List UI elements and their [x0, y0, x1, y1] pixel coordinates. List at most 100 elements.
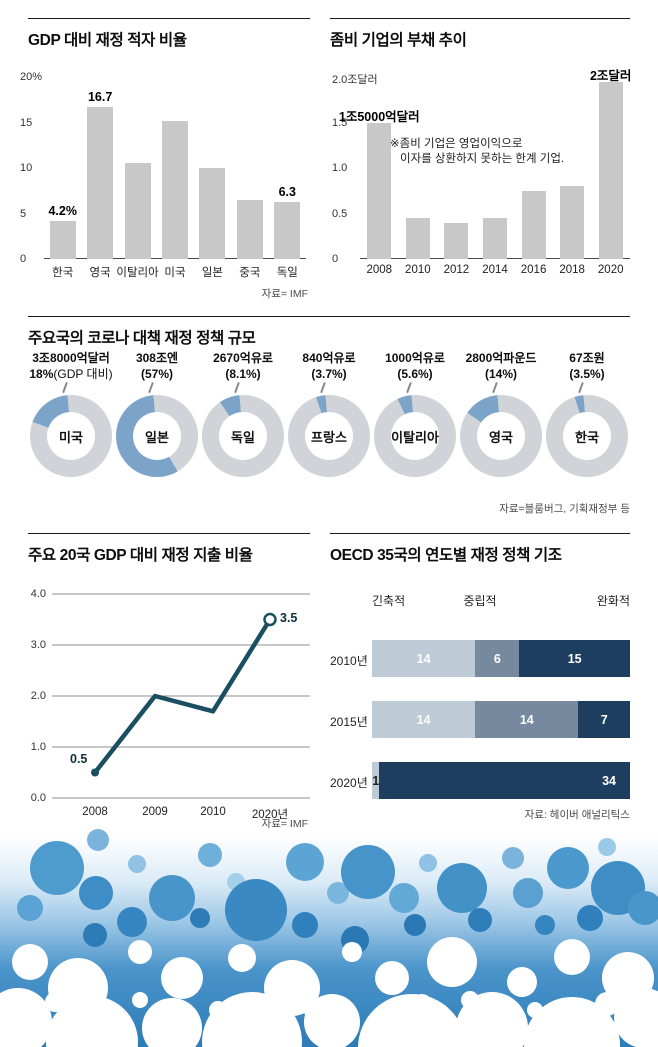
bubble: [404, 914, 426, 936]
x-axis-label: 2020년: [251, 809, 289, 821]
donut-chart-영국: 영국: [460, 395, 542, 477]
y-axis-tick: 0: [20, 253, 27, 265]
legend-완화적: 완화적: [596, 594, 630, 608]
bubble: [327, 882, 349, 904]
source-label: 자료: 헤이버 애널리틱스: [524, 809, 630, 821]
bubble: [225, 879, 287, 941]
x-axis-label: 2008: [82, 806, 108, 818]
segment-완화적: 15: [519, 640, 630, 677]
callout-pointer-line: [234, 382, 240, 393]
donut-pct-value: (14%): [484, 366, 517, 381]
bubble: [286, 843, 324, 881]
bubble: [12, 944, 48, 980]
bubble: [595, 992, 619, 1016]
segment-value: 6: [493, 651, 501, 666]
segment-value: 14: [416, 712, 431, 727]
note-line-2: 이자를 상환하지 못하는 한계 기업.: [400, 153, 565, 166]
donut-callout-label: 3조8000억달러 18%(GDP 대비): [8, 351, 134, 382]
donut-chart-미국: 미국: [30, 395, 112, 477]
bubble: [437, 863, 487, 913]
y-axis-tick: 4.0: [30, 588, 46, 600]
donut-country-label: 미국: [59, 429, 83, 445]
stacked-bar-row-2010년: 14 6 15: [372, 640, 630, 677]
bar-중국: [236, 199, 263, 259]
bubble: [132, 992, 148, 1008]
y-axis-tick: 2.0조달러: [332, 74, 378, 86]
donut-pct-label: (5.6%): [352, 367, 478, 383]
callout-pointer-line: [406, 382, 412, 393]
row-label-2010년: 2010년: [330, 654, 368, 668]
donut-pct-label: 18%(GDP 대비): [8, 367, 134, 383]
chart-title-spending: 주요 20국 GDP 대비 재정 지출 비율: [28, 547, 253, 564]
segment-긴축적: 14: [372, 701, 476, 738]
donut-chart-독일: 독일: [202, 395, 284, 477]
bubble: [128, 940, 152, 964]
y-axis-tick: 15: [20, 116, 33, 129]
bubble: [554, 939, 590, 975]
y-axis-tick: 3.0: [30, 639, 46, 651]
category-label: 2018: [559, 264, 585, 276]
bubble: [117, 907, 147, 937]
segment-완화적: 34: [379, 762, 630, 799]
bubble: [142, 998, 202, 1047]
chart-title-gdp-deficit: GDP 대비 재정 적자 비율: [28, 32, 187, 49]
donut-cell-일본: 308조엔 (57%) 일본: [114, 351, 200, 511]
donut-hole: [477, 412, 525, 460]
bar-일본: [199, 168, 226, 259]
donut-amount-label: 3조8000억달러: [32, 351, 110, 365]
donut-hole: [563, 412, 611, 460]
bar-value-label: 16.7: [87, 90, 113, 105]
category-label: 한국: [52, 267, 74, 279]
y-axis-tick: 0.0: [30, 792, 46, 804]
bubble: [209, 1001, 227, 1019]
bubble: [83, 923, 107, 947]
donut-country-label: 프랑스: [311, 429, 347, 445]
x-axis-label: 2010: [200, 806, 226, 818]
bubble: [375, 961, 409, 995]
donut-amount-label: 1000억유로: [385, 351, 445, 365]
bar-value-label: 2조달러: [589, 68, 632, 83]
donut-callout-label: 840억유로 (3.7%): [266, 351, 392, 382]
donut-hole: [133, 412, 181, 460]
chart-title-covid-policy: 주요국의 코로나 대책 재정 정책 규모: [28, 330, 256, 347]
donut-country-label: 영국: [489, 429, 513, 445]
source-label: 자료=블룸버그, 기획재정부 등: [499, 503, 630, 515]
category-label: 영국: [89, 267, 111, 279]
bubble: [292, 912, 318, 938]
chart-title-zombie-debt: 좀비 기업의 부채 추이: [330, 32, 467, 49]
data-point-label: 0.5: [70, 751, 88, 766]
donut-callout-label: 1000억유로 (5.6%): [352, 351, 478, 382]
bubble: [198, 843, 222, 867]
bubble: [190, 908, 210, 928]
y-axis-tick: 1.5: [332, 116, 348, 129]
donut-amount-label: 2670억유로: [213, 351, 273, 365]
stacked-bar-row-2020년: 1 34: [372, 762, 630, 799]
bar-2012: [444, 222, 469, 259]
donut-pct-value: (3.5%): [569, 366, 605, 381]
chart-title-oecd-stance: OECD 35국의 연도별 재정 정책 기조: [330, 547, 562, 564]
bar-2014: [483, 218, 507, 259]
bubble: [295, 990, 319, 1014]
donut-cell-이탈리아: 1000억유로 (5.6%) 이탈리아: [372, 351, 458, 511]
donut-pct-label: (3.5%): [524, 367, 650, 383]
data-point-label: 3.5: [280, 610, 298, 625]
bar-이탈리아: [124, 163, 151, 259]
donut-callout-label: 308조엔 (57%): [94, 351, 220, 382]
zombie-definition-note: ※좀비 기업은 영업이익으로 이자를 상환하지 못하는 한계 기업.: [390, 137, 564, 167]
donut-callout-label: 2800억파운드 (14%): [438, 351, 564, 382]
bubble: [598, 838, 616, 856]
stacked-bar-row-2015년: 14 14 7: [372, 701, 630, 738]
donut-country-label: 일본: [145, 429, 169, 445]
category-label: 2012: [443, 264, 470, 276]
donut-chart-프랑스: 프랑스: [288, 395, 370, 477]
donut-amount-label: 67조원: [569, 351, 605, 365]
bubble: [513, 878, 543, 908]
bubble: [149, 875, 195, 921]
donut-callout-label: 67조원 (3.5%): [524, 351, 650, 382]
donut-pct-value: (3.7%): [311, 366, 347, 381]
bubble: [17, 895, 43, 921]
y-axis-tick: 1.0: [30, 741, 46, 753]
donut-hole: [47, 412, 95, 460]
panel-oecd-stance-chart: OECD 35국의 연도별 재정 정책 기조 긴축적 중립적 완화적 2010년 14 6…: [330, 533, 630, 828]
